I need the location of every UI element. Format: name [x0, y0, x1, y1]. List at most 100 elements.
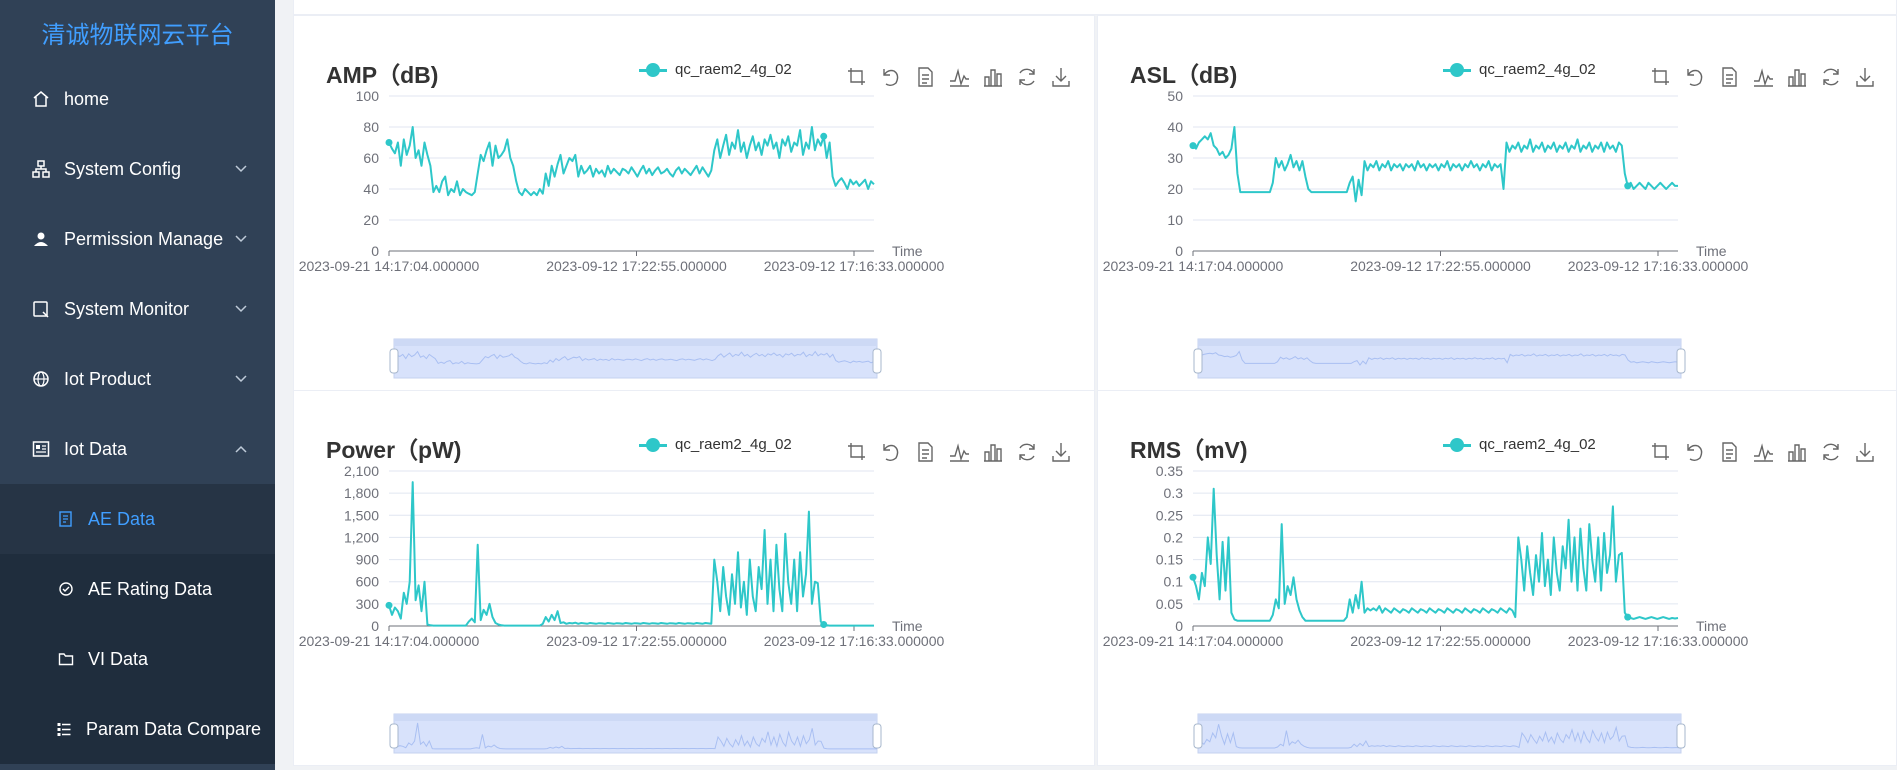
data-view-icon[interactable] — [912, 64, 938, 90]
zoom-handle[interactable] — [872, 723, 882, 749]
menu-item-home[interactable]: home — [0, 64, 275, 134]
zoom-handle[interactable] — [1193, 723, 1203, 749]
series-line — [388, 481, 874, 627]
x-tick-label: 2023-09-21 14:17:04.000000 — [299, 258, 480, 274]
zoom-slider-handlebar — [394, 339, 877, 346]
legend-label: qc_raem2_4g_02 — [675, 61, 792, 78]
chart-title: Power（pW) — [326, 437, 462, 463]
amp-chart[interactable]: 0 20 40 60 80 100 Time 2023-09-21 14:17:04.0000… — [294, 16, 1095, 391]
zoom-reset-icon[interactable] — [878, 439, 904, 465]
main-content: 0 20 40 60 80 100 Time 2023-09-21 14:17:04.0000… — [275, 0, 1897, 770]
menu-item-permission-manage[interactable]: Permission Manage — [0, 204, 275, 274]
y-tick-label: 0.15 — [1156, 552, 1183, 568]
y-tick-label: 2,100 — [344, 463, 379, 479]
menu-label: Iot Product — [64, 368, 152, 389]
data-view-icon[interactable] — [912, 439, 938, 465]
power-chart[interactable]: 03006009001,2001,5001,8002,100Time2023-0… — [294, 391, 1095, 766]
zoom-handle[interactable] — [389, 348, 399, 374]
zoom-handle[interactable] — [872, 348, 882, 374]
bar-chart-icon[interactable] — [1784, 439, 1810, 465]
y-tick-label: 40 — [363, 181, 379, 197]
y-tick-label: 1,500 — [344, 507, 379, 523]
line-chart-icon[interactable] — [1750, 439, 1776, 465]
series-point — [1189, 142, 1197, 150]
rating-icon — [56, 579, 76, 599]
menu-item-system-monitor[interactable]: System Monitor — [0, 274, 275, 344]
y-tick-label: 300 — [356, 596, 380, 612]
y-tick-label: 20 — [1167, 181, 1183, 197]
download-icon[interactable] — [1048, 439, 1074, 465]
rms-chart[interactable]: 0 0.05 0.1 0.15 0.2 0.25 0.3 0.35 Time 2023-09-21… — [1098, 391, 1897, 766]
bar-chart-icon[interactable] — [980, 64, 1006, 90]
line-chart-icon[interactable] — [1750, 64, 1776, 90]
submenu-label: AE Data — [88, 508, 156, 529]
chart-legend[interactable]: qc_raem2_4g_02 — [639, 61, 792, 78]
chevron-down-icon — [233, 231, 249, 247]
list-icon — [54, 719, 74, 739]
x-tick-label: 2023-09-12 17:16:33.000000 — [764, 258, 945, 274]
menu-label: Permission Manage — [64, 228, 224, 249]
zoom-handle[interactable] — [1676, 348, 1686, 374]
sidebar: 清诚物联网云平台 home System Config Permission M… — [0, 0, 275, 770]
refresh-icon[interactable] — [1818, 64, 1844, 90]
zoom-preview-line — [393, 722, 877, 750]
x-axis-label: Time — [892, 243, 923, 259]
y-tick-label: 50 — [1167, 88, 1183, 104]
data-view-icon[interactable] — [1716, 64, 1742, 90]
submenu-item-ae-rating-data[interactable]: AE Rating Data — [0, 554, 275, 624]
zoom-handle[interactable] — [1676, 723, 1686, 749]
monitor-icon — [30, 298, 52, 320]
menu-item-iot-product[interactable]: Iot Product — [0, 344, 275, 414]
submenu-label: VI Data — [88, 648, 149, 669]
refresh-icon[interactable] — [1014, 439, 1040, 465]
zoom-area-icon[interactable] — [844, 439, 870, 465]
y-tick-label: 80 — [363, 119, 379, 135]
x-axis-label: Time — [1696, 243, 1727, 259]
x-tick-label: 2023-09-12 17:16:33.000000 — [1568, 258, 1749, 274]
refresh-icon[interactable] — [1014, 64, 1040, 90]
menu-item-iot-data[interactable]: Iot Data — [0, 414, 275, 484]
sitemap-icon — [30, 158, 52, 180]
submenu-item-ae-data[interactable]: AE Data — [0, 484, 275, 554]
menu-label: home — [64, 88, 110, 109]
chart-legend[interactable]: qc_raem2_4g_02 — [639, 436, 792, 453]
line-chart-icon[interactable] — [946, 64, 972, 90]
zoom-handle[interactable] — [389, 723, 399, 749]
data-view-icon[interactable] — [1716, 439, 1742, 465]
x-tick-label: 2023-09-21 14:17:04.000000 — [299, 633, 480, 649]
y-tick-label: 30 — [1167, 150, 1183, 166]
asl-chart[interactable]: 0 10 20 30 40 50 Time 2023-09-21 14:17:04.00000… — [1098, 16, 1897, 391]
y-tick-label: 0.2 — [1164, 529, 1184, 545]
y-tick-label: 0 — [1175, 243, 1183, 259]
y-tick-label: 0 — [371, 243, 379, 259]
line-chart-icon[interactable] — [946, 439, 972, 465]
bar-chart-icon[interactable] — [1784, 64, 1810, 90]
zoom-area-icon[interactable] — [1648, 64, 1674, 90]
x-tick-label: 2023-09-12 17:22:55.000000 — [546, 633, 727, 649]
series-line — [388, 126, 875, 197]
chart-legend[interactable]: qc_raem2_4g_02 — [1443, 61, 1596, 78]
series-point — [1624, 613, 1632, 621]
zoom-reset-icon[interactable] — [1682, 439, 1708, 465]
chevron-down-icon — [233, 371, 249, 387]
chevron-down-icon — [233, 301, 249, 317]
chart-legend[interactable]: qc_raem2_4g_02 — [1443, 436, 1596, 453]
series-point — [820, 132, 828, 140]
zoom-reset-icon[interactable] — [878, 64, 904, 90]
home-icon — [30, 88, 52, 110]
submenu-item-param-data-compare[interactable]: Param Data Compare — [0, 694, 275, 764]
download-icon[interactable] — [1852, 439, 1878, 465]
refresh-icon[interactable] — [1818, 439, 1844, 465]
zoom-area-icon[interactable] — [844, 64, 870, 90]
zoom-handle[interactable] — [1193, 348, 1203, 374]
zoom-reset-icon[interactable] — [1682, 64, 1708, 90]
download-icon[interactable] — [1852, 64, 1878, 90]
zoom-area-icon[interactable] — [1648, 439, 1674, 465]
bar-chart-icon[interactable] — [980, 439, 1006, 465]
download-icon[interactable] — [1048, 64, 1074, 90]
submenu-item-vi-data[interactable]: VI Data — [0, 624, 275, 694]
globe-icon — [30, 368, 52, 390]
chart-card-rms: 0 0.05 0.1 0.15 0.2 0.25 0.3 0.35 Time 2023-09-21… — [1097, 390, 1897, 766]
menu-item-system-config[interactable]: System Config — [0, 134, 275, 204]
chart-toolbox — [1648, 439, 1878, 465]
